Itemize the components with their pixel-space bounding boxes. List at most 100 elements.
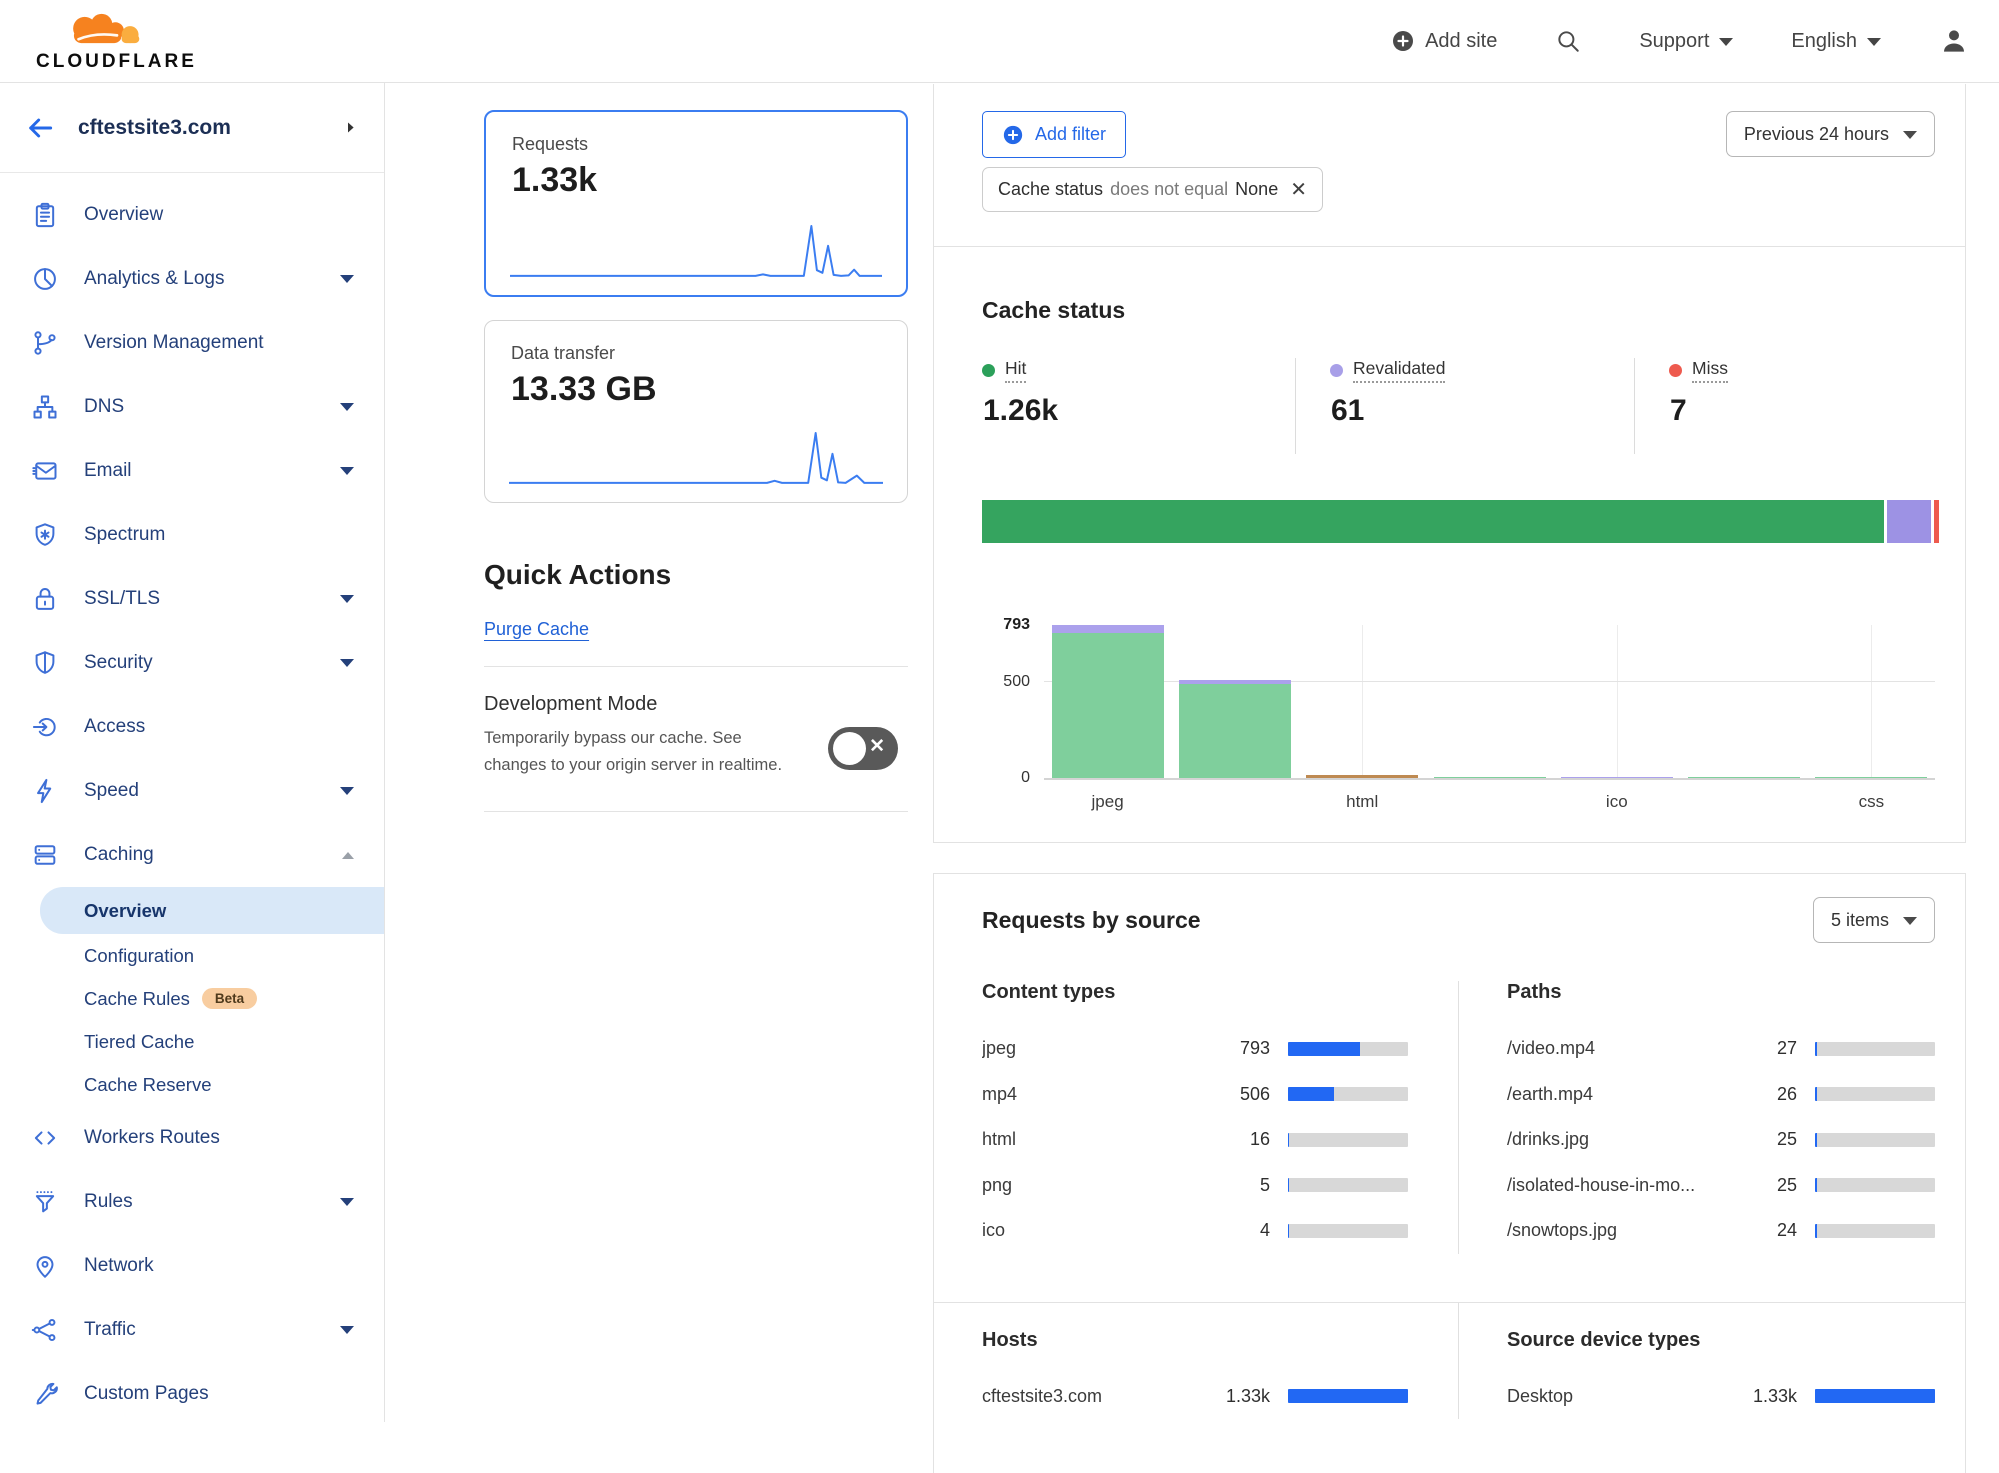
back-arrow-icon <box>29 118 53 137</box>
language-menu[interactable]: English <box>1791 30 1881 53</box>
legend-hit[interactable]: Hit 1.26k <box>982 358 1295 454</box>
purge-cache-link[interactable]: Purge Cache <box>484 619 590 639</box>
chevron-right-icon[interactable] <box>343 120 358 135</box>
sidebar-item-custom-pages[interactable]: Custom Pages <box>0 1362 384 1422</box>
chevron-down-icon <box>340 1326 354 1334</box>
y-axis-tick: 0 <box>1021 769 1030 786</box>
chart-bar-png[interactable] <box>1433 776 1546 778</box>
user-menu[interactable] <box>1939 26 1969 56</box>
chart-bar-jpeg[interactable] <box>1051 625 1164 778</box>
sidebar-subitem-caching-cache-reserve[interactable]: Cache Reserve <box>0 1063 384 1106</box>
sidebar-item-access[interactable]: Access <box>0 695 384 759</box>
items-count-dropdown[interactable]: 5 items <box>1812 897 1935 943</box>
chart-bar-unlabeled-5[interactable] <box>1688 776 1801 778</box>
gridline <box>1871 625 1873 778</box>
sidebar-item-label: Email <box>84 460 132 481</box>
table-row: png 5 <box>982 1163 1408 1209</box>
row-bar-fill <box>1815 1389 1935 1404</box>
row-bar-fill <box>1815 1178 1818 1193</box>
row-bar-fill <box>1815 1132 1818 1147</box>
sidebar-item-spectrum[interactable]: Spectrum <box>0 503 384 567</box>
sidebar-subitem-caching-tiered-cache[interactable]: Tiered Cache <box>0 1020 384 1063</box>
sidebar-item-speed[interactable]: Speed <box>0 759 384 823</box>
row-value: 25 <box>1776 1129 1797 1150</box>
add-filter-button[interactable]: Add filter <box>982 111 1127 158</box>
sidebar-item-workers-routes[interactable]: Workers Routes <box>0 1106 384 1170</box>
back-arrow-button[interactable] <box>24 112 56 144</box>
row-bar <box>1815 1041 1935 1056</box>
chevron-down-icon <box>340 467 354 475</box>
legend-value: 61 <box>1331 394 1365 427</box>
bar-segment-hit <box>1688 776 1801 778</box>
data-transfer-metric-card[interactable]: Data transfer 13.33 GB <box>484 320 908 503</box>
sidebar-subitem-label: Cache Rules <box>84 987 190 1009</box>
bar-segment-hit <box>1051 632 1164 778</box>
sidebar-item-dns[interactable]: DNS <box>0 375 384 439</box>
sidebar-item-label: Network <box>84 1255 154 1276</box>
sidebar-item-overview[interactable]: Overview <box>0 183 384 247</box>
sidebar-item-rules[interactable]: Rules <box>0 1170 384 1234</box>
chart-bar-css[interactable] <box>1815 776 1928 778</box>
analytics-icon <box>30 264 60 294</box>
sidebar-item-label: Version Management <box>84 332 264 353</box>
row-label: jpeg <box>982 1038 1017 1059</box>
row-label: /drinks.jpg <box>1507 1129 1590 1150</box>
user-icon <box>1944 30 1964 52</box>
row-value: 26 <box>1776 1083 1797 1104</box>
legend-miss[interactable]: Miss 7 <box>1634 358 1935 454</box>
filter-chip[interactable]: Cache status does not equal None ✕ <box>982 167 1323 212</box>
search-button[interactable] <box>1555 28 1581 54</box>
stacked-segment-miss <box>1934 500 1940 543</box>
cloudflare-logo[interactable]: CLOUDFLARE <box>36 10 197 73</box>
sidebar-subitem-caching-cache-rules[interactable]: Cache Rules Beta <box>0 977 384 1020</box>
close-icon[interactable]: ✕ <box>1290 178 1307 201</box>
add-site-button[interactable]: Add site <box>1391 29 1497 53</box>
gridline <box>1044 680 1935 682</box>
chart-bar-ico[interactable] <box>1560 776 1673 778</box>
chevron-down-icon <box>340 403 354 411</box>
table-row: mp4 506 <box>982 1072 1408 1118</box>
development-mode-toggle[interactable]: ✕ <box>828 727 898 770</box>
support-menu[interactable]: Support <box>1639 30 1734 53</box>
sidebar: cftestsite3.com Overview Analytics & Logs… <box>0 83 385 1422</box>
row-bar <box>1815 1389 1935 1404</box>
language-label: English <box>1791 29 1857 52</box>
divider <box>484 666 908 667</box>
x-axis-tick-ico: ico <box>1605 792 1628 811</box>
row-bar-fill <box>1288 1132 1290 1147</box>
sidebar-item-email[interactable]: Email <box>0 439 384 503</box>
chevron-down-icon <box>1719 38 1734 46</box>
row-label: Desktop <box>1507 1385 1574 1406</box>
table-row: /isolated-house-in-mo... 25 <box>1507 1163 1935 1209</box>
sidebar-item-version-management[interactable]: Version Management <box>0 311 384 375</box>
sidebar-item-caching[interactable]: Caching <box>0 823 384 887</box>
requests-metric-card[interactable]: Requests 1.33k <box>484 110 908 297</box>
row-value: 24 <box>1776 1220 1797 1241</box>
bar-segment-expired <box>1306 774 1419 778</box>
sidebar-item-label: Custom Pages <box>84 1383 209 1404</box>
row-bar <box>1288 1087 1408 1102</box>
sidebar-item-traffic[interactable]: Traffic <box>0 1298 384 1362</box>
chart-bar-mp4[interactable] <box>1178 680 1291 778</box>
time-range-dropdown[interactable]: Previous 24 hours <box>1725 111 1935 157</box>
analytics-summary-column: Requests 1.33k Data transfer 13.33 GB Qu… <box>484 110 908 812</box>
sidebar-item-analytics-logs[interactable]: Analytics & Logs <box>0 247 384 311</box>
sidebar-subitem-caching-configuration[interactable]: Configuration <box>0 934 384 977</box>
chevron-down-icon <box>340 1198 354 1206</box>
beta-badge: Beta <box>201 987 258 1010</box>
requests-sparkline <box>510 224 882 280</box>
add-filter-label: Add filter <box>1035 124 1107 144</box>
spectrum-icon <box>30 520 60 550</box>
row-value: 5 <box>1259 1174 1270 1195</box>
sidebar-subitem-caching-overview[interactable]: Overview <box>40 887 384 934</box>
row-bar-fill <box>1815 1087 1818 1102</box>
sidebar-item-security[interactable]: Security <box>0 631 384 695</box>
cache-status-heading: Cache status <box>982 297 1126 323</box>
chart-bar-html[interactable] <box>1306 774 1419 778</box>
dns-icon <box>30 392 60 422</box>
cache-status-legend: Hit 1.26k Revalidated 61 Miss 7 <box>982 358 1935 454</box>
sidebar-item-ssl-tls[interactable]: SSL/TLS <box>0 567 384 631</box>
legend-revalidated[interactable]: Revalidated 61 <box>1295 358 1634 454</box>
row-label: /snowtops.jpg <box>1507 1220 1618 1241</box>
sidebar-item-network[interactable]: Network <box>0 1234 384 1298</box>
